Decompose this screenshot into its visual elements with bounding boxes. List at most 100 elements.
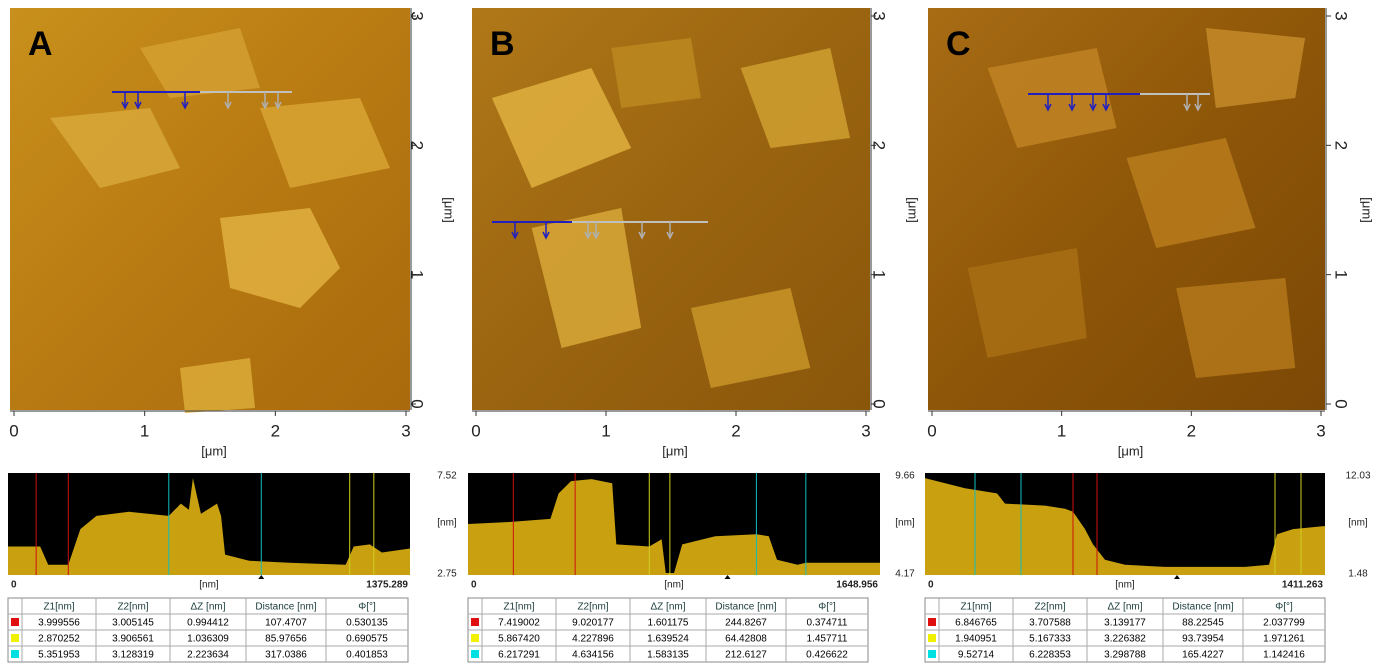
x-tick-label: 3 bbox=[861, 421, 870, 440]
panel-label: B bbox=[490, 25, 515, 63]
table-header: ΔZ [nm] bbox=[650, 602, 685, 613]
flake bbox=[260, 98, 390, 188]
y-tick-label: 2 bbox=[870, 141, 889, 150]
panel: C 0 1 2 3 0 1 2 3 [μm] [μm] 0 [nm] 1411.263 12.03 [nm] 1… bbox=[924, 8, 1375, 663]
row-swatch bbox=[11, 634, 19, 642]
table-cell: 2.223634 bbox=[187, 650, 229, 661]
table-header: Z1[nm] bbox=[960, 602, 991, 613]
table-header: Φ[°] bbox=[1275, 602, 1293, 613]
flake bbox=[140, 28, 260, 98]
profile-cursor bbox=[1174, 575, 1180, 579]
table-cell: 0.426622 bbox=[806, 650, 848, 661]
profile-x-end: 1648.956 bbox=[836, 580, 878, 591]
table-cell: 3.226382 bbox=[1104, 634, 1146, 645]
panel: B 0 1 2 3 0 1 2 3 [μm] [μm] 0 [nm] 1648.956 9.66 [nm] 4.… bbox=[467, 8, 921, 663]
table-cell: 85.97656 bbox=[265, 634, 307, 645]
table-cell: 3.906561 bbox=[112, 634, 154, 645]
table-cell: 107.4707 bbox=[265, 618, 307, 629]
marker-head bbox=[1089, 103, 1097, 112]
table-cell: 317.0386 bbox=[265, 650, 307, 661]
table-cell: 3.707588 bbox=[1029, 618, 1071, 629]
flake bbox=[1205, 28, 1306, 108]
marker-head bbox=[592, 231, 600, 240]
y-tick-label: 0 bbox=[870, 399, 889, 408]
table-cell: 165.4227 bbox=[1182, 650, 1224, 661]
flake bbox=[740, 48, 851, 148]
marker-head bbox=[1068, 103, 1076, 112]
table-cell: 3.999556 bbox=[38, 618, 80, 629]
x-tick-label: 3 bbox=[1316, 421, 1325, 440]
flake bbox=[180, 358, 255, 413]
marker-head bbox=[584, 231, 592, 240]
table-cell: 93.73954 bbox=[1182, 634, 1224, 645]
table-cell: 5.867420 bbox=[498, 634, 540, 645]
table-cell: 1.583135 bbox=[647, 650, 689, 661]
x-tick-label: 0 bbox=[927, 421, 936, 440]
x-axis-label: [μm] bbox=[1118, 443, 1144, 458]
x-tick-label: 2 bbox=[271, 421, 280, 440]
profile-cursor bbox=[724, 575, 731, 579]
x-tick-label: 3 bbox=[401, 421, 410, 440]
table-cell: 3.139177 bbox=[1104, 618, 1146, 629]
flake bbox=[1176, 278, 1296, 378]
x-tick-label: 1 bbox=[1057, 421, 1066, 440]
table-header: Z2[nm] bbox=[1034, 602, 1065, 613]
table-header: Z1[nm] bbox=[503, 602, 534, 613]
flake bbox=[1126, 138, 1256, 248]
table-header: Distance [nm] bbox=[255, 602, 316, 613]
marker-head bbox=[1194, 103, 1202, 112]
y-axis-label: [μm] bbox=[906, 197, 921, 223]
row-swatch bbox=[928, 650, 936, 658]
flake bbox=[967, 248, 1087, 358]
table-cell: 0.690575 bbox=[346, 634, 388, 645]
table-cell: 244.8267 bbox=[725, 618, 767, 629]
flake bbox=[50, 108, 180, 188]
profile-x-unit: [nm] bbox=[1115, 580, 1135, 591]
profile-y-max: 7.52 bbox=[437, 471, 457, 482]
profile-y-min: 4.17 bbox=[895, 569, 915, 580]
x-tick-label: 2 bbox=[1187, 421, 1196, 440]
flake bbox=[531, 208, 642, 348]
table-cell: 5.351953 bbox=[38, 650, 80, 661]
table-cell: 2.037799 bbox=[1263, 618, 1305, 629]
row-swatch bbox=[928, 618, 936, 626]
marker-head bbox=[224, 101, 232, 110]
profile-x-end: 1375.289 bbox=[366, 580, 408, 591]
table-cell: 9.52714 bbox=[958, 650, 995, 661]
marker-head bbox=[511, 231, 519, 240]
x-tick-label: 2 bbox=[731, 421, 740, 440]
marker-head bbox=[1102, 103, 1110, 112]
table-header: Z2[nm] bbox=[117, 602, 148, 613]
table-cell: 212.6127 bbox=[725, 650, 767, 661]
y-tick-label: 2 bbox=[1332, 141, 1351, 150]
table-cell: 7.419002 bbox=[498, 618, 540, 629]
marker-head bbox=[542, 231, 550, 240]
table-cell: 1.940951 bbox=[955, 634, 997, 645]
row-swatch bbox=[928, 634, 936, 642]
x-tick-label: 1 bbox=[140, 421, 149, 440]
table-header: Z1[nm] bbox=[43, 602, 74, 613]
panel: A 0 1 2 3 0 1 2 3 [μm] [μm] 0 [nm] 1375.289 7.52 [nm] 2.… bbox=[7, 8, 457, 663]
profile-y-unit: [nm] bbox=[1348, 518, 1368, 529]
y-axis-label: [μm] bbox=[1360, 197, 1375, 223]
table-cell: 1.457711 bbox=[807, 634, 848, 645]
table-cell: 0.530135 bbox=[346, 618, 388, 629]
profile-x-start: 0 bbox=[928, 580, 934, 591]
profile-cursor bbox=[258, 575, 265, 579]
table-cell: 0.994412 bbox=[187, 618, 229, 629]
profile-x-unit: [nm] bbox=[664, 580, 684, 591]
table-header: ΔZ [nm] bbox=[190, 602, 225, 613]
flake bbox=[987, 48, 1117, 148]
profile-y-unit: [nm] bbox=[895, 518, 915, 529]
x-axis-label: [μm] bbox=[662, 443, 688, 458]
table-header: Φ[°] bbox=[358, 602, 376, 613]
profile-area bbox=[8, 478, 410, 575]
profile-x-start: 0 bbox=[471, 580, 477, 591]
table-cell: 6.846765 bbox=[955, 618, 997, 629]
y-tick-label: 1 bbox=[870, 270, 889, 279]
marker-head bbox=[1044, 103, 1052, 112]
row-swatch bbox=[471, 618, 479, 626]
table-header: Z2[nm] bbox=[577, 602, 608, 613]
profile-y-unit: [nm] bbox=[437, 518, 457, 529]
